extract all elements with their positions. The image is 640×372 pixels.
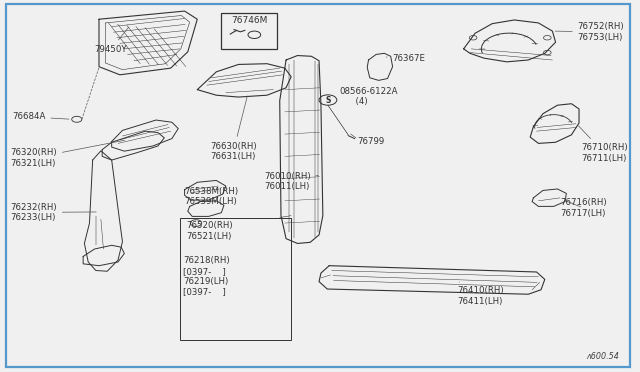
Text: 08566-6122A
      (4): 08566-6122A (4) xyxy=(339,87,398,106)
Text: 76752(RH)
76753(LH): 76752(RH) 76753(LH) xyxy=(555,22,625,42)
Text: 76710(RH)
76711(LH): 76710(RH) 76711(LH) xyxy=(579,126,628,163)
FancyBboxPatch shape xyxy=(221,13,277,49)
Text: 76684A: 76684A xyxy=(12,112,69,121)
Text: 76538M(RH)
76539M(LH): 76538M(RH) 76539M(LH) xyxy=(184,187,239,206)
Text: 76010(RH)
76011(LH): 76010(RH) 76011(LH) xyxy=(264,171,318,191)
Text: 76232(RH)
76233(LH): 76232(RH) 76233(LH) xyxy=(10,203,96,222)
Text: 76218(RH)
[0397-    ]
76219(LH)
[0397-    ]: 76218(RH) [0397- ] 76219(LH) [0397- ] xyxy=(183,256,230,296)
Text: 76716(RH)
76717(LH): 76716(RH) 76717(LH) xyxy=(560,198,607,218)
Text: 76746M: 76746M xyxy=(231,16,268,25)
Text: S: S xyxy=(325,96,331,105)
Text: 76367E: 76367E xyxy=(387,54,426,63)
Text: 79450Y: 79450Y xyxy=(95,27,129,54)
Text: 76410(RH)
76411(LH): 76410(RH) 76411(LH) xyxy=(457,282,504,306)
Text: 76630(RH)
76631(LH): 76630(RH) 76631(LH) xyxy=(210,96,257,161)
Text: 76520(RH)
76521(LH): 76520(RH) 76521(LH) xyxy=(186,221,232,241)
Text: 76799: 76799 xyxy=(357,137,385,146)
Text: 76320(RH)
76321(LH): 76320(RH) 76321(LH) xyxy=(10,140,125,168)
Text: ᴧ60⁡0.54: ᴧ60⁡0.54 xyxy=(586,352,619,361)
